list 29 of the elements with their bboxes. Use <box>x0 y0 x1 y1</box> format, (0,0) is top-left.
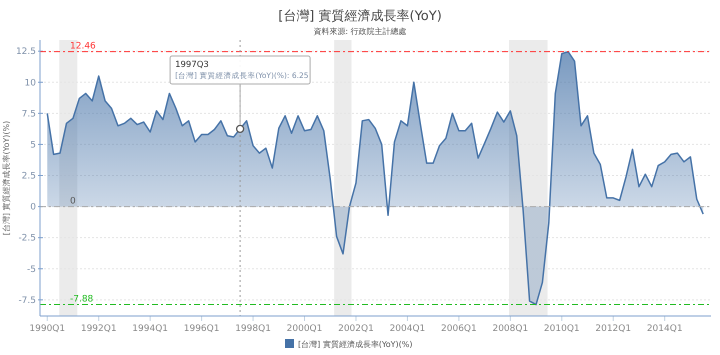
x-tick-label: 1996Q1 <box>184 324 220 334</box>
ref-line-label: 0 <box>70 196 76 207</box>
chart-subtitle: 資料來源: 行政院主計總處 <box>313 27 407 36</box>
x-tick-label: 2000Q1 <box>286 324 322 334</box>
x-tick-label: 2004Q1 <box>390 324 426 334</box>
x-tick-label: 1994Q1 <box>132 324 168 334</box>
y-axis-title: [台灣] 實質經濟成長率(YoY)(%) <box>2 120 11 236</box>
y-tick-label: 7.5 <box>22 109 36 120</box>
ref-line-label: 12.46 <box>70 42 96 52</box>
x-tick-label: 1998Q1 <box>235 324 271 334</box>
y-tick-label: 12.5 <box>16 47 36 58</box>
x-tick-label: 2012Q1 <box>595 324 632 334</box>
x-tick-label: 2006Q1 <box>441 324 477 334</box>
x-tick-label: 2014Q1 <box>646 324 683 334</box>
y-tick-label: -2.5 <box>18 234 36 244</box>
y-tick-label: -5 <box>27 264 36 275</box>
x-tick-label: 2002Q1 <box>338 324 374 334</box>
y-tick-label: 10 <box>24 78 36 88</box>
y-tick-label: 2.5 <box>22 172 36 182</box>
chart-title: [台灣] 實質經濟成長率(YoY) <box>278 8 442 24</box>
y-tick-label: 5 <box>30 140 36 150</box>
x-tick-label: 2010Q1 <box>544 324 580 334</box>
y-tick-label: 0 <box>30 202 36 213</box>
legend-label: [台灣] 實質經濟成長率(YoY)(%) <box>298 340 412 349</box>
x-tick-label: 1990Q1 <box>29 324 66 334</box>
x-tick-label: 1992Q1 <box>80 324 117 334</box>
ref-line-label: -7.88 <box>70 294 94 305</box>
x-tick-label: 2008Q1 <box>492 324 528 334</box>
y-tick-label: -7.5 <box>18 296 36 306</box>
